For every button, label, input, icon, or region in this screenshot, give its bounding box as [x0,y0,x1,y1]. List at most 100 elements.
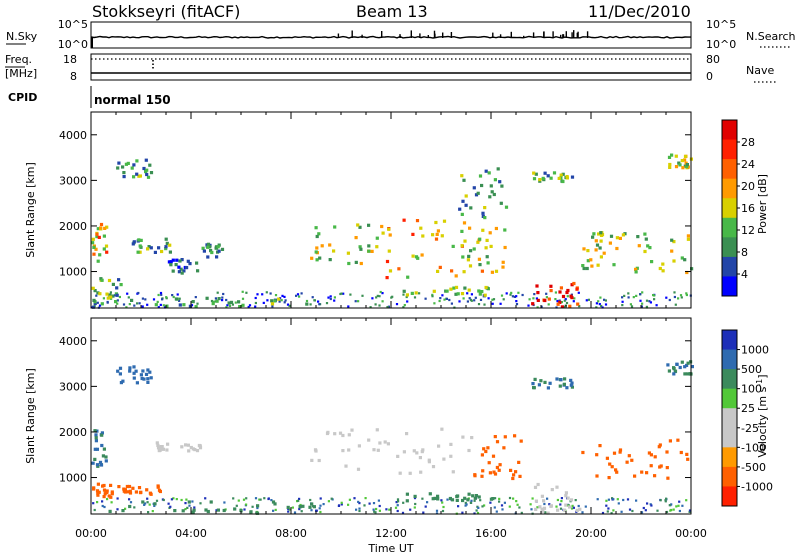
heatmap-cell [379,290,382,294]
heatmap-cell [653,474,657,478]
heatmap-cell [110,490,114,494]
colorbar-tick-label: 1000 [741,344,769,357]
heatmap-cell [467,254,471,258]
heatmap-cell [99,226,103,230]
heatmap-cell [284,299,287,302]
heatmap-cell [314,449,318,453]
heatmap-cell [300,292,303,295]
heatmap-cell [685,499,688,502]
heatmap-cell [342,292,345,295]
heatmap-cell [367,249,371,253]
heatmap-cell [187,449,191,453]
heatmap-cell [433,496,437,500]
heatmap-cell [466,292,469,295]
heatmap-cell [215,255,219,259]
heatmap-cell [229,300,234,304]
heatmap-cell [161,298,164,301]
heatmap-cell [405,432,409,436]
heatmap-cell [197,443,201,448]
heatmap-cell [241,297,245,300]
heatmap-cell [137,238,141,242]
x-tick-label: 08:00 [275,527,307,540]
heatmap-cell [494,269,499,273]
heatmap-cell [615,470,619,474]
heatmap-cell [156,446,161,450]
heatmap-cell [141,500,145,504]
heatmap-cell [532,171,536,175]
heatmap-cell [319,504,322,507]
heatmap-cell [686,237,690,241]
heatmap-cell [504,205,509,209]
heatmap-cell [138,244,142,248]
heatmap-cell [690,365,694,369]
heatmap-cell [640,470,644,474]
heatmap-cell [123,488,127,492]
heatmap-cell [484,449,488,454]
heatmap-cell [648,300,651,303]
heatmap-cell [132,371,136,375]
heatmap-cell [627,292,630,295]
heatmap-cell [325,302,329,305]
heatmap-cell [559,286,563,290]
heatmap-cell [104,244,109,248]
heatmap-cell [661,262,665,266]
heatmap-cell [478,174,483,178]
heatmap-cell [142,377,146,381]
heatmap-cell [241,303,245,307]
heatmap-cell [555,377,559,381]
heatmap-cell [347,261,351,266]
heatmap-cell [598,246,602,250]
heatmap-cell [558,300,562,304]
heatmap-cell [438,265,442,269]
heatmap-cell [449,287,453,291]
heatmap-cell [575,287,579,291]
heatmap-cell [680,159,684,163]
heatmap-cell [98,253,102,257]
heatmap-cell [589,258,593,262]
heatmap-cell [193,506,196,509]
heatmap-cell [254,497,258,500]
heatmap-cell [104,489,108,493]
heatmap-cell [272,509,275,512]
heatmap-cell [559,507,563,510]
heatmap-cell [139,373,143,377]
heatmap-cell [155,441,159,445]
heatmap-cell [612,451,617,455]
heatmap-cell [370,249,374,253]
heatmap-cell [685,293,688,297]
heatmap-cell [605,499,608,502]
heatmap-cell [109,495,113,499]
heatmap-cell [118,372,122,376]
heatmap-cell [554,291,557,294]
heatmap-cell [461,435,465,439]
heatmap-cell [189,445,193,450]
heatmap-cell [328,243,332,247]
heatmap-cell [243,508,246,511]
heatmap-cell [402,293,405,296]
heatmap-cell [565,175,569,179]
heatmap-cell [454,292,458,296]
heatmap-cell [590,264,594,268]
heatmap-cell [181,509,185,513]
beam-title: Beam 13 [356,2,428,21]
heatmap-cell [159,291,163,295]
heatmap-cell [540,507,544,511]
heatmap-cell [95,489,100,493]
heatmap-cell [461,255,465,259]
heatmap-cell [560,500,563,503]
heatmap-cell [581,450,585,455]
heatmap-cell [630,305,634,308]
heatmap-cell [361,294,364,297]
heatmap-cell [184,502,187,505]
heatmap-cell [245,497,248,500]
heatmap-cell [349,293,352,296]
heatmap-cell [375,507,378,511]
heatmap-cell [479,499,482,502]
heatmap-cell [173,509,177,513]
nsky-tick-bottom: 10^0 [58,38,88,51]
nsky-trace [90,35,691,39]
heatmap-cell [104,455,108,459]
heatmap-cell [596,498,599,501]
heatmap-cell [216,291,219,294]
heatmap-cell [175,258,179,262]
